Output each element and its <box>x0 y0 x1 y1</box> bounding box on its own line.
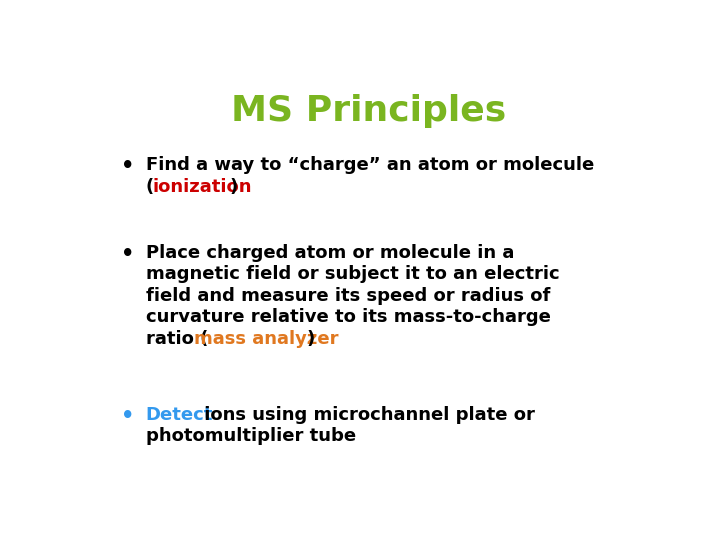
Text: •: • <box>121 406 134 426</box>
Text: curvature relative to its mass-to-charge: curvature relative to its mass-to-charge <box>145 308 551 327</box>
Text: ions using microchannel plate or: ions using microchannel plate or <box>198 406 535 424</box>
Text: ): ) <box>229 178 238 196</box>
Text: Place charged atom or molecule in a: Place charged atom or molecule in a <box>145 244 514 261</box>
Text: magnetic field or subject it to an electric: magnetic field or subject it to an elect… <box>145 265 559 283</box>
Text: •: • <box>121 244 134 264</box>
Text: field and measure its speed or radius of: field and measure its speed or radius of <box>145 287 550 305</box>
Text: mass analyzer: mass analyzer <box>194 330 338 348</box>
Text: MS Principles: MS Principles <box>231 94 507 128</box>
Text: Find a way to “charge” an atom or molecule: Find a way to “charge” an atom or molecu… <box>145 156 594 174</box>
Text: Detect: Detect <box>145 406 213 424</box>
Text: (: ( <box>145 178 154 196</box>
Text: photomultiplier tube: photomultiplier tube <box>145 427 356 446</box>
Text: ratio (: ratio ( <box>145 330 208 348</box>
Text: ): ) <box>306 330 315 348</box>
Text: ionization: ionization <box>152 178 252 196</box>
Text: •: • <box>121 156 134 176</box>
